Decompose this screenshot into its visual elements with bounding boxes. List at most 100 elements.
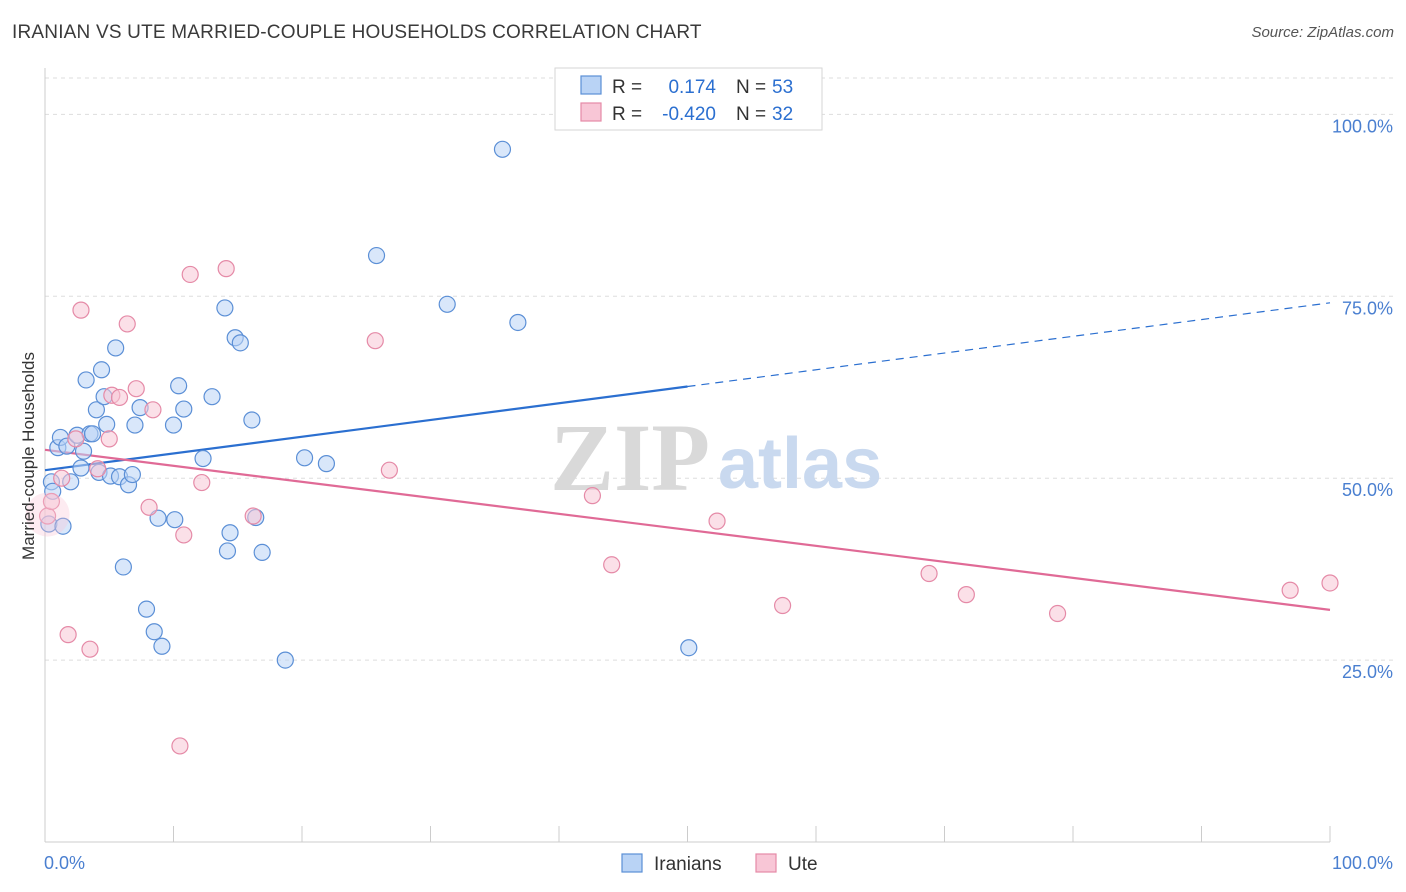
point-iranians: [137, 600, 156, 618]
point-ute: [1048, 604, 1067, 623]
point-ute: [42, 492, 61, 511]
point-iranians: [243, 411, 261, 429]
point-ute: [366, 332, 384, 350]
point-ute: [67, 430, 85, 448]
point-ute: [144, 401, 162, 419]
point-iranians: [54, 517, 72, 535]
point-iranians: [77, 371, 95, 389]
point-ute: [181, 265, 199, 284]
axes-layer: 25.0% 50.0% 75.0% 100.0%: [44, 68, 1393, 843]
point-iranians: [166, 511, 184, 529]
point-iranians: [253, 543, 271, 562]
point-iranians: [170, 377, 188, 395]
point-iranians: [87, 401, 106, 419]
trendline-extension-iranians: [687, 302, 1331, 388]
y-tick-label: 25.0%: [1342, 662, 1393, 682]
bottom-legend-swatch-ute: [755, 853, 777, 873]
legend-swatch-iranians: [580, 75, 602, 95]
point-ute: [1321, 574, 1339, 592]
point-ute: [118, 315, 136, 333]
trendline-ute: [44, 448, 1331, 611]
legend-n-label-ute: N =: [736, 104, 766, 125]
y-tick-label: 50.0%: [1342, 480, 1393, 500]
source-label: Source: ZipAtlas.com: [1251, 24, 1394, 41]
point-iranians: [221, 524, 239, 542]
bottom-legend: Iranians Ute: [621, 853, 818, 875]
point-iranians: [92, 361, 111, 379]
point-ute: [72, 301, 90, 319]
point-iranians: [72, 459, 90, 477]
chart-title: IRANIAN VS UTE MARRIED-COUPLE HOUSEHOLDS…: [12, 22, 702, 43]
y-tick-label: 75.0%: [1342, 298, 1393, 318]
point-iranians: [83, 425, 102, 443]
point-ute: [171, 737, 189, 755]
point-ute: [603, 556, 621, 574]
point-iranians: [509, 313, 527, 332]
point-iranians: [98, 415, 116, 433]
point-ute: [175, 526, 193, 544]
y-tick-label: 100.0%: [1332, 116, 1393, 136]
x-tick-label-min: 0.0%: [44, 853, 85, 873]
point-iranians: [203, 388, 221, 406]
point-iranians: [153, 637, 171, 655]
point-ute: [140, 498, 158, 516]
x-tick-label-max: 100.0%: [1332, 853, 1393, 873]
point-ute: [89, 460, 107, 478]
point-ute: [217, 260, 235, 278]
point-iranians: [231, 334, 249, 352]
point-iranians: [493, 140, 512, 158]
legend-r-value-ute: -0.420: [662, 104, 716, 125]
point-iranians: [317, 455, 336, 473]
point-ute: [920, 564, 938, 583]
point-ute: [773, 596, 792, 615]
point-iranians: [123, 465, 141, 484]
point-ute: [244, 507, 262, 525]
trend-layer: [44, 302, 1331, 611]
point-iranians: [194, 449, 212, 468]
trendline-iranians: [44, 385, 688, 472]
point-iranians: [175, 400, 193, 418]
point-ute: [53, 469, 71, 487]
legend-r-value-iranians: 0.174: [668, 77, 716, 98]
point-iranians: [680, 639, 698, 657]
point-ute: [1281, 581, 1299, 599]
point-ute: [100, 430, 118, 448]
point-ute: [380, 461, 398, 479]
point-ute: [110, 388, 129, 407]
point-iranians: [74, 442, 93, 460]
legend-r-label-ute: R =: [612, 104, 642, 125]
point-ute: [957, 586, 975, 604]
watermark-zip: ZIP: [550, 404, 710, 511]
watermark: ZIP atlas: [550, 404, 882, 511]
point-ute: [59, 626, 77, 644]
point-iranians: [295, 449, 314, 467]
grid-layer: [45, 77, 1393, 661]
point-ute: [127, 380, 145, 398]
point-iranians: [367, 246, 386, 265]
point-iranians: [276, 651, 294, 669]
point-ute: [81, 640, 99, 658]
point-ute: [708, 512, 726, 530]
point-iranians: [126, 416, 144, 434]
point-iranians: [164, 416, 183, 434]
points-layer: [25, 140, 1339, 755]
point-iranians: [114, 558, 132, 576]
point-iranians: [216, 299, 234, 317]
point-ute: [193, 473, 211, 492]
point-iranians: [107, 339, 125, 357]
bottom-legend-swatch-iranians: [621, 853, 643, 873]
legend-r-label-iranians: R =: [612, 77, 642, 98]
point-iranians: [218, 542, 237, 560]
legend-box: R = 0.174 N = 53 R = -0.420 N = 32: [554, 67, 823, 131]
bottom-legend-label-iranians: Iranians: [654, 854, 722, 875]
point-iranians: [145, 623, 163, 641]
point-ute: [583, 487, 602, 505]
legend-n-value-ute: 32: [772, 104, 793, 125]
bottom-legend-label-ute: Ute: [788, 854, 818, 875]
point-cluster-ute: [25, 492, 70, 537]
legend-n-value-iranians: 53: [772, 77, 793, 98]
point-iranians: [438, 295, 456, 313]
watermark-atlas: atlas: [718, 424, 882, 504]
y-axis-label: Married-couple Households: [19, 352, 38, 560]
